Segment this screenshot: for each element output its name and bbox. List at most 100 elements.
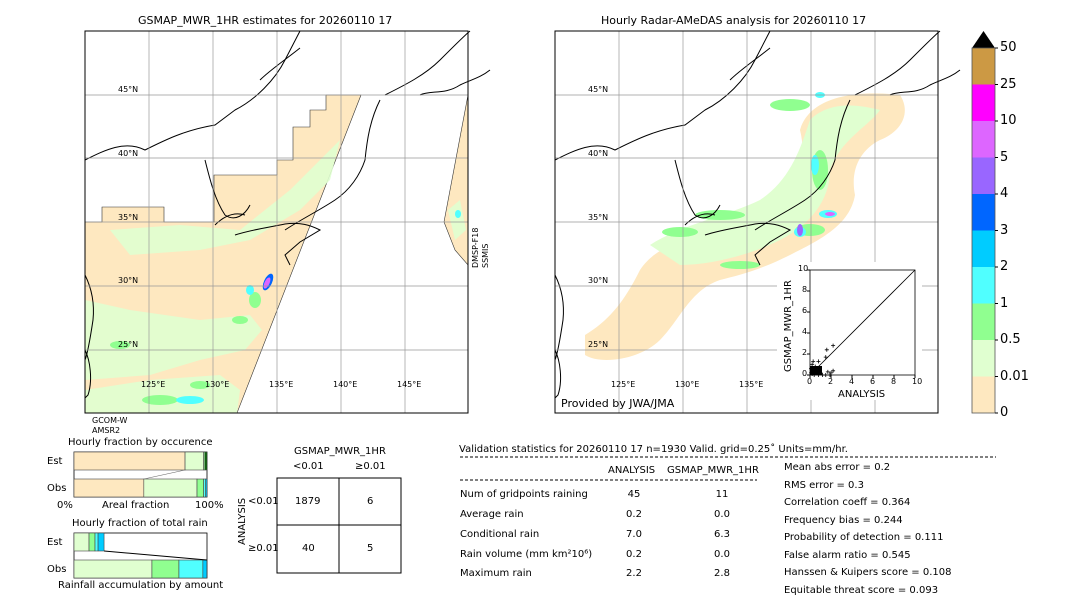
- scatter-ytick: 8: [802, 285, 808, 294]
- stats-score: Correlation coeff = 0.364: [784, 497, 911, 508]
- rain-xlabel: Rainfall accumulation by amount: [58, 580, 224, 591]
- rain-area: [190, 381, 210, 389]
- contingency-cell: 6: [367, 496, 374, 507]
- rain-obs-segment: [202, 559, 208, 579]
- rain-title: Hourly fraction of total rain: [72, 518, 208, 529]
- scatter-ytick: 6: [802, 306, 808, 315]
- lon-label: 135°E: [269, 380, 294, 389]
- lat-label: 25°N: [588, 340, 609, 349]
- occurrence-obs-segment: [205, 478, 208, 498]
- lon-label: 125°E: [611, 380, 636, 389]
- stats-score: Hanssen & Kuipers score = 0.108: [784, 567, 952, 578]
- occurrence-obs-segment: [73, 478, 145, 498]
- radar-rain-area: [811, 155, 819, 175]
- stats-row-label: Maximum rain: [460, 568, 532, 579]
- stats-row-gsmap: 2.8: [714, 568, 730, 579]
- lon-label: 130°E: [675, 380, 700, 389]
- coastline-left: [259, 47, 301, 81]
- colorbar-bin: [972, 303, 995, 340]
- rain-area: [110, 341, 130, 349]
- stats-row-gsmap: 6.3: [714, 529, 730, 540]
- stats-score: Probability of detection = 0.111: [784, 532, 944, 543]
- stats-col-header: GSMAP_MWR_1HR: [667, 465, 759, 476]
- occ-xtick-1: 100%: [195, 500, 224, 511]
- colorbar-tick-label: 5: [1000, 149, 1009, 165]
- rain-obs-segment: [151, 559, 180, 579]
- stats-row-gsmap: 0.0: [714, 549, 730, 560]
- sensor-name: SSMIS: [481, 243, 490, 269]
- rain-area: [110, 140, 340, 255]
- scatter-ylabel: GSMAP_MWR_1HR: [783, 280, 794, 372]
- contingency-cell: 1879: [295, 496, 321, 507]
- occurrence-est-segment: [73, 451, 186, 471]
- radar-rain-area: [797, 224, 803, 236]
- radar-rain-area: [720, 261, 760, 269]
- stats-row-label: Conditional rain: [460, 529, 540, 540]
- scatter-xtick: 2: [828, 377, 834, 386]
- colorbar-bin: [972, 376, 995, 413]
- colorbar-bin: [972, 121, 995, 158]
- rain-obs-segment: [178, 559, 204, 579]
- stats-score: Equitable threat score = 0.093: [784, 584, 939, 596]
- colorbar-tick-label: 25: [1000, 76, 1017, 92]
- scatter-xtick: 8: [891, 377, 897, 386]
- coastline-right: [674, 159, 721, 219]
- stats-header: Validation statistics for 20260110 17 n=…: [459, 444, 848, 455]
- coastline-left: [84, 274, 94, 361]
- lon-label: 140°E: [333, 380, 358, 389]
- stats-row-analysis: 2.2: [626, 568, 642, 579]
- stats-row-analysis: 0.2: [626, 549, 642, 560]
- occ-xlabel: Areal fraction: [102, 500, 170, 511]
- rain-est-segment: [94, 532, 99, 552]
- rain-area: [249, 292, 261, 308]
- radar-rain-area: [650, 105, 880, 265]
- coastline-right: [854, 30, 941, 96]
- radar-rain-area: [825, 212, 835, 216]
- coastline-right: [554, 30, 771, 161]
- rain-area: [455, 210, 461, 218]
- contingency-row-label: <0.01: [248, 496, 279, 507]
- colorbar-extend-arrow: [972, 31, 995, 48]
- lon-label: 135°E: [739, 380, 764, 389]
- occ-est-label: Est: [47, 456, 63, 467]
- colorbar-bin: [972, 194, 995, 231]
- contingency-col-title: GSMAP_MWR_1HR: [294, 446, 386, 457]
- coastline-right: [704, 222, 792, 266]
- stats-score: False alarm ratio = 0.545: [784, 549, 911, 561]
- coastline-left: [84, 349, 92, 399]
- scatter-point: [827, 373, 832, 377]
- lat-label: 45°N: [118, 85, 139, 94]
- sensor-name: AMSR2: [92, 426, 121, 435]
- lat-label: 35°N: [588, 213, 609, 222]
- scatter-ytick: 4: [802, 327, 808, 336]
- scatter-xlabel: ANALYSIS: [838, 389, 886, 400]
- scatter-ytick: 10: [798, 264, 809, 273]
- colorbar-bin: [972, 340, 995, 377]
- radar-rain-area: [770, 99, 810, 111]
- scatter-xtick: 6: [870, 377, 876, 386]
- right-map-frame: [554, 30, 939, 414]
- sensor-name: DMSP-F18: [471, 227, 480, 268]
- scatter-point: [810, 362, 815, 367]
- colorbar-tick-label: 50: [1000, 40, 1017, 55]
- scatter-point: [811, 359, 816, 364]
- stats-row-analysis: 45: [627, 489, 641, 500]
- contingency-col-label: <0.01: [293, 461, 324, 472]
- rain-area: [142, 395, 178, 405]
- scatter-xtick: 0: [807, 377, 813, 386]
- stats-score: Mean abs error = 0.2: [784, 462, 891, 473]
- rain-area: [246, 285, 254, 295]
- scatter-point: [824, 347, 829, 352]
- scatter-point: [816, 359, 821, 364]
- data-credit: Provided by JWA/JMA: [561, 397, 675, 410]
- coastline-left: [204, 159, 251, 219]
- coastline-left: [284, 99, 381, 231]
- occ-xtick-0: 0%: [57, 500, 73, 511]
- scatter-point: [825, 369, 830, 374]
- sensor-right: DMSP-F18 SSMIS: [471, 228, 491, 268]
- rain-est-label: Est: [47, 537, 63, 548]
- coastline-right: [684, 213, 716, 226]
- contingency-row-title: ANALYSIS: [237, 497, 248, 545]
- colorbar-bin: [972, 84, 995, 121]
